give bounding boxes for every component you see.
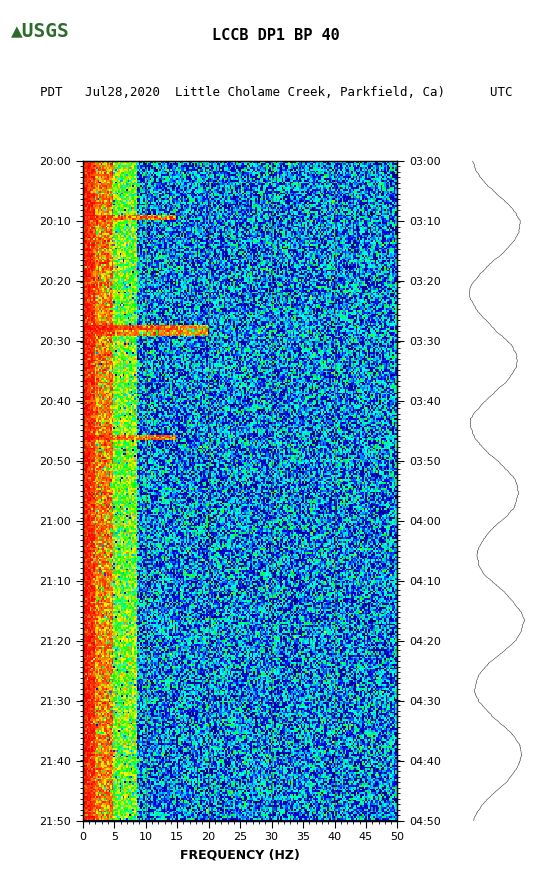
Text: PDT   Jul28,2020  Little Cholame Creek, Parkfield, Ca)      UTC: PDT Jul28,2020 Little Cholame Creek, Par… [40, 87, 512, 99]
Text: ▲USGS: ▲USGS [11, 21, 70, 40]
Text: LCCB DP1 BP 40: LCCB DP1 BP 40 [212, 29, 340, 43]
X-axis label: FREQUENCY (HZ): FREQUENCY (HZ) [180, 848, 300, 861]
